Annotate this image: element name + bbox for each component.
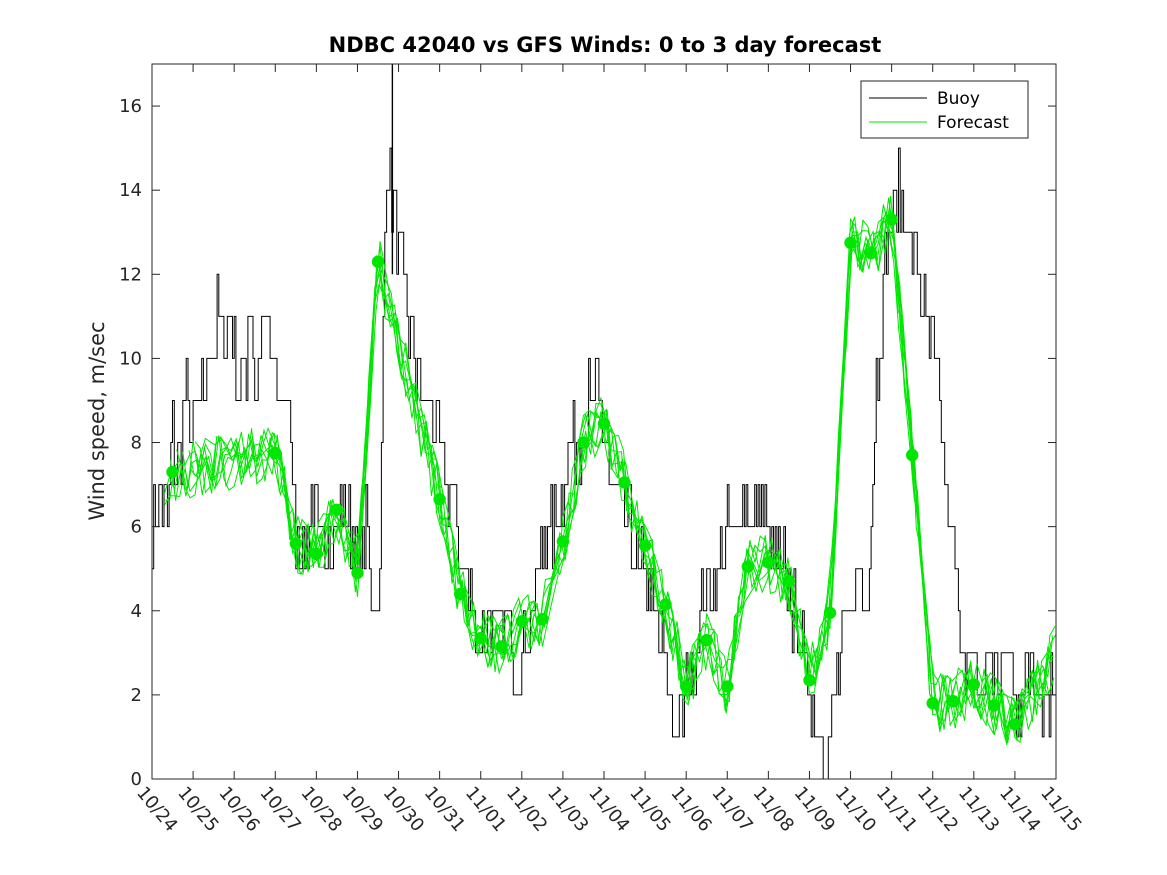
forecast-marker <box>289 537 302 550</box>
forecast-marker <box>926 697 939 710</box>
forecast-marker <box>454 587 467 601</box>
chart-title: NDBC 42040 vs GFS Winds: 0 to 3 day fore… <box>329 33 882 57</box>
legend-forecast-label: Forecast <box>937 113 1009 133</box>
y-tick-label: 14 <box>119 180 142 201</box>
forecast-marker <box>659 598 672 611</box>
forecast-marker <box>1008 718 1022 731</box>
y-tick-label: 0 <box>131 769 142 790</box>
forecast-marker <box>536 613 549 626</box>
forecast-marker <box>700 634 713 647</box>
forecast-marker <box>947 695 960 708</box>
legend-buoy-label: Buoy <box>937 89 980 109</box>
forecast-marker <box>741 560 754 573</box>
y-tick-label: 6 <box>131 517 142 538</box>
y-tick-label: 4 <box>131 601 142 622</box>
y-tick-label: 16 <box>119 96 142 117</box>
forecast-marker <box>803 674 816 687</box>
forecast-marker <box>495 640 508 653</box>
forecast-marker <box>618 476 631 489</box>
forecast-marker <box>906 448 919 462</box>
forecast-marker <box>351 566 364 580</box>
forecast-marker <box>885 213 898 226</box>
forecast-marker <box>433 493 446 506</box>
y-tick-label: 2 <box>131 685 142 706</box>
forecast-marker <box>782 575 796 588</box>
forecast-marker <box>762 556 775 569</box>
forecast-marker <box>988 699 1001 712</box>
forecast-marker <box>967 678 980 691</box>
forecast-marker <box>577 436 590 449</box>
forecast-marker <box>864 247 878 260</box>
forecast-marker <box>371 255 385 268</box>
forecast-marker <box>330 503 344 516</box>
y-axis-label: Wind speed, m/sec <box>85 321 109 520</box>
forecast-marker <box>515 615 528 628</box>
forecast-marker <box>166 465 179 479</box>
legend-box <box>860 80 1029 139</box>
forecast-marker <box>844 236 857 249</box>
forecast-marker <box>638 539 652 552</box>
y-tick-label: 12 <box>119 264 142 285</box>
forecast-marker <box>269 446 282 460</box>
y-tick-label: 8 <box>131 433 142 454</box>
forecast-marker <box>680 680 693 693</box>
y-tick-label: 10 <box>119 348 142 369</box>
forecast-line-5 <box>176 196 1056 735</box>
forecast-marker <box>721 680 734 693</box>
series-layer <box>152 64 1056 779</box>
forecast-marker <box>823 606 837 620</box>
forecast-marker <box>597 417 611 430</box>
forecast-marker <box>474 631 487 645</box>
forecast-marker <box>556 535 570 548</box>
legend: Buoy Forecast <box>860 80 1029 139</box>
forecast-marker <box>310 547 323 561</box>
